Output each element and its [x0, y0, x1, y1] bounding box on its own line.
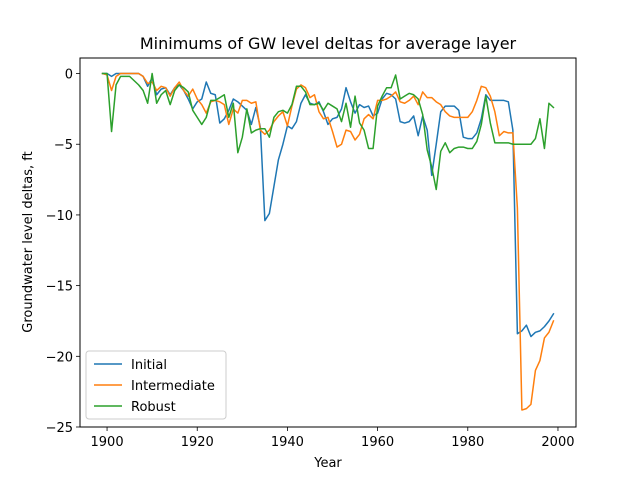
- y-tick-label: −20: [46, 350, 73, 365]
- x-tick-label: 2000: [541, 435, 574, 450]
- plot-area: [79, 57, 577, 428]
- x-tick-label: 1920: [181, 435, 214, 450]
- legend: Initial Intermediate Robust: [85, 350, 227, 420]
- x-tick-label: 1980: [451, 435, 484, 450]
- plot-frame: [79, 57, 577, 428]
- y-tick-label: −15: [46, 280, 73, 295]
- series-line-robust: [101, 72, 555, 191]
- series-layer: [101, 72, 555, 411]
- legend-label-robust: Robust: [131, 400, 176, 415]
- x-tick-label: 1940: [271, 435, 304, 450]
- y-tick-label: −5: [54, 138, 73, 153]
- chart-title: Minimums of GW level deltas for average …: [140, 34, 517, 53]
- y-tick-label: 0: [65, 68, 73, 83]
- series-line-intermediate: [101, 72, 555, 411]
- y-tick-label: −25: [46, 421, 73, 436]
- legend-label-initial: Initial: [131, 358, 167, 373]
- x-axis: 1900 1920 1940 1960 1980 2000: [91, 427, 575, 450]
- x-axis-title: Year: [313, 456, 342, 471]
- legend-label-intermediate: Intermediate: [131, 379, 215, 394]
- y-axis-title: Groundwater level deltas, ft: [21, 151, 36, 332]
- legend-box: [85, 350, 227, 420]
- y-axis: 0 −5 −10 −15 −20 −25: [46, 68, 80, 436]
- x-tick-label: 1960: [361, 435, 394, 450]
- x-tick-label: 1900: [91, 435, 124, 450]
- y-tick-label: −10: [46, 209, 73, 224]
